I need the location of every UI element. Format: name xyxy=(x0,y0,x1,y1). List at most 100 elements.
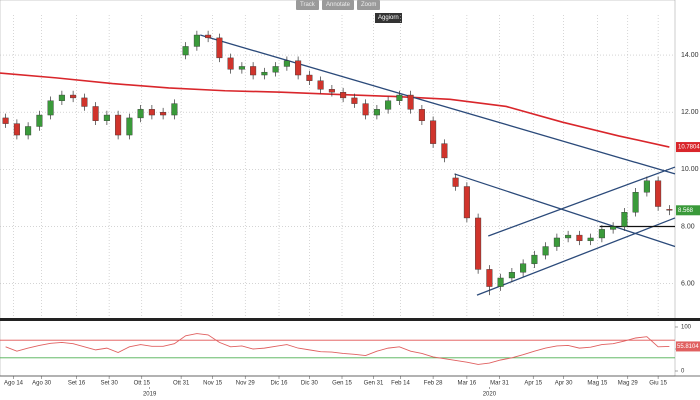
toolbar-button[interactable]: Zoom xyxy=(357,0,381,10)
y-tick-label: 8.00 xyxy=(681,223,695,230)
value-tag: 8.568 xyxy=(678,208,694,214)
candle-body xyxy=(418,109,425,121)
x-tick-label: Ago 14 xyxy=(4,381,24,387)
x-tick-label: Mag 29 xyxy=(618,381,639,387)
candle-body xyxy=(328,89,335,93)
x-tick-label: Gen 15 xyxy=(332,381,352,387)
candle-body xyxy=(362,103,369,116)
year-label: 2019 xyxy=(143,392,157,398)
x-tick-label: Mag 15 xyxy=(587,381,608,387)
candle-body xyxy=(216,37,223,59)
rsi-line xyxy=(5,333,670,365)
candle-body xyxy=(250,66,257,76)
candle-body xyxy=(666,209,673,211)
candle-body xyxy=(182,46,189,56)
candle-body xyxy=(463,186,470,219)
candle-body xyxy=(396,94,403,101)
candle-body xyxy=(227,57,234,70)
candle-body xyxy=(238,66,245,70)
candle-body xyxy=(643,180,650,193)
x-tick-label: Apr 30 xyxy=(555,381,573,387)
x-tick-label: Giu 15 xyxy=(649,381,667,387)
candle-body xyxy=(92,106,99,121)
candle-body xyxy=(475,217,482,270)
candle-body xyxy=(576,234,583,242)
candle-body xyxy=(283,60,290,67)
candle-body xyxy=(542,246,549,256)
candle-body xyxy=(47,100,54,116)
y-tick-label: 10.00 xyxy=(681,166,699,173)
candle-body xyxy=(205,34,212,39)
candle-body xyxy=(171,103,178,116)
toolbar-button[interactable]: Track xyxy=(296,0,319,10)
candle-body xyxy=(261,71,268,76)
candle-body xyxy=(531,254,538,264)
candle-body xyxy=(295,60,302,76)
candle-body xyxy=(587,237,594,242)
x-tick-label: Nov 15 xyxy=(203,381,223,387)
candle-body xyxy=(452,177,459,187)
candle-body xyxy=(148,109,155,116)
candle-body xyxy=(137,109,144,119)
candle-body xyxy=(2,117,9,124)
x-tick-label: Apr 15 xyxy=(524,381,542,387)
candle-body xyxy=(508,272,515,279)
rsi-tick-label: 0 xyxy=(681,369,685,375)
x-tick-label: Feb 28 xyxy=(424,381,443,387)
panel-separator xyxy=(0,318,700,321)
x-tick-label: Nov 29 xyxy=(236,381,256,387)
x-tick-label: Set 30 xyxy=(100,381,118,387)
year-label: 2020 xyxy=(483,392,497,398)
refresh-button[interactable]: Aggiorn xyxy=(375,13,402,23)
x-tick-label: Feb 14 xyxy=(391,381,410,387)
x-tick-label: Dic 30 xyxy=(301,381,319,387)
candle-body xyxy=(115,114,122,136)
candle-body xyxy=(497,277,504,287)
candle-body xyxy=(430,120,437,144)
x-tick-label: Mar 31 xyxy=(490,381,509,387)
candle-body xyxy=(621,212,628,227)
candle-body xyxy=(553,237,560,247)
y-tick-label: 12.00 xyxy=(681,109,699,116)
value-tag: 55.8104 xyxy=(677,344,699,350)
trendline xyxy=(488,166,676,237)
value-tag-box xyxy=(676,341,700,352)
value-tag: 10.7804 xyxy=(678,145,700,151)
candle-body xyxy=(306,74,313,81)
candle-body xyxy=(441,143,448,159)
value-tag-box xyxy=(676,205,700,216)
x-tick-label: Set 16 xyxy=(68,381,86,387)
candle-body xyxy=(373,109,380,116)
candle-body xyxy=(407,94,414,110)
y-tick-label: 6.00 xyxy=(681,281,695,288)
x-tick-label: Ago 30 xyxy=(32,381,52,387)
candle-body xyxy=(126,117,133,136)
candle-body xyxy=(317,80,324,90)
toolbar-button[interactable]: Annotate xyxy=(322,0,355,10)
trendline xyxy=(454,173,676,248)
candle-body xyxy=(81,97,88,107)
candle-body xyxy=(632,192,639,213)
candle-body xyxy=(565,234,572,239)
x-tick-label: Ott 31 xyxy=(173,381,190,387)
candle-body xyxy=(655,180,662,207)
x-tick-label: Dic 16 xyxy=(270,381,288,387)
candle-body xyxy=(520,263,527,273)
candle-body xyxy=(193,34,200,47)
rsi-tick-label: 100 xyxy=(681,325,692,331)
x-tick-label: Gen 31 xyxy=(364,381,384,387)
candle-body xyxy=(610,226,617,230)
candle-body xyxy=(385,100,392,110)
x-tick-label: Ott 15 xyxy=(134,381,151,387)
moving-average xyxy=(0,72,670,148)
candle-body xyxy=(36,114,43,127)
candle-body xyxy=(486,269,493,287)
trendline xyxy=(200,34,676,175)
candle-body xyxy=(13,123,20,136)
candle-body xyxy=(70,94,77,99)
candle-body xyxy=(598,229,605,239)
candle-body xyxy=(340,91,347,99)
candle-body xyxy=(160,111,167,116)
